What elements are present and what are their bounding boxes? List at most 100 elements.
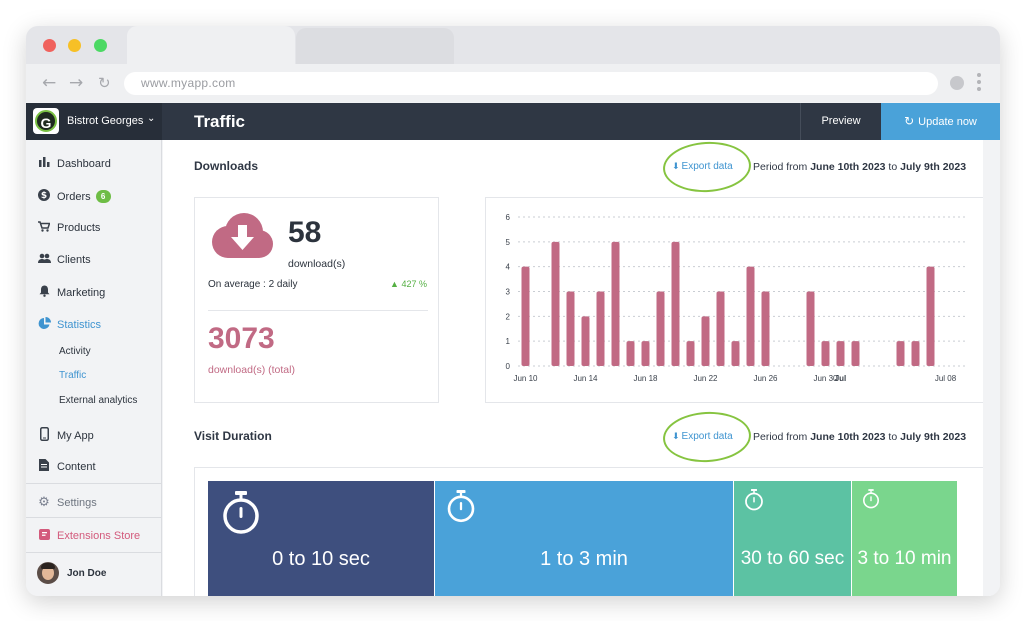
scrollbar-track[interactable] — [983, 140, 1000, 596]
sidebar-item-settings[interactable]: ⚙ Settings — [37, 495, 97, 510]
sidebar-item-products[interactable]: Products — [37, 221, 100, 235]
profile-icon[interactable] — [950, 76, 964, 90]
restaurant-selector[interactable]: G Bistrot Georges ⌄ — [26, 103, 162, 140]
browser-tab-active[interactable] — [127, 26, 295, 64]
chart-bar[interactable] — [911, 341, 920, 366]
gear-icon: ⚙ — [38, 495, 50, 510]
update-now-label: Update now — [918, 116, 977, 128]
duration-label: 1 to 3 min — [540, 548, 628, 570]
back-arrow-icon[interactable]: ← — [42, 73, 57, 93]
minimize-window-button[interactable] — [68, 39, 81, 52]
sidebar-item-extensions-store[interactable]: Extensions Store — [37, 529, 140, 543]
sidebar-item-label: Statistics — [57, 319, 102, 331]
chart-bar[interactable] — [686, 341, 695, 366]
downloads-bar-chart: 0 1 2 3 4 5 6 Jun 10 Jun 14 Jun 18 Jun 22 Jun 26 Jun… — [506, 213, 968, 383]
downloads-export-link[interactable]: ⬇ Export data — [672, 161, 733, 172]
people-icon — [37, 253, 51, 266]
chart-bar[interactable] — [671, 241, 680, 366]
period-end: July 9th 2023 — [900, 161, 967, 173]
chart-bar[interactable] — [761, 291, 770, 367]
sidebar-item-content[interactable]: Content — [37, 459, 96, 474]
cart-icon — [37, 221, 51, 235]
sidebar-item-label: Clients — [57, 253, 91, 266]
avatar[interactable] — [37, 562, 59, 584]
browser-tab-inactive[interactable] — [296, 28, 454, 64]
bar-chart-icon — [37, 157, 51, 170]
forward-arrow-icon[interactable]: → — [69, 73, 84, 93]
brand-name: Bistrot Georges — [67, 115, 144, 127]
chart-bar[interactable] — [926, 266, 935, 366]
chart-y-tick-label: 0 — [506, 362, 511, 371]
chart-bar[interactable] — [821, 341, 830, 366]
chart-bar[interactable] — [836, 341, 845, 366]
chart-x-tick-label: Jul 08 — [935, 374, 957, 383]
sidebar-item-statistics[interactable]: Statistics — [37, 317, 101, 333]
chart-bar[interactable] — [551, 241, 560, 366]
downloads-count: 58 — [288, 216, 322, 249]
card-divider — [208, 310, 428, 311]
chart-bar[interactable] — [656, 291, 665, 367]
period-to: to — [888, 431, 898, 443]
chart-x-tick-label: Jun 26 — [753, 374, 778, 383]
maximize-window-button[interactable] — [94, 39, 107, 52]
stopwatch-icon — [221, 491, 261, 540]
chart-bar[interactable] — [611, 241, 620, 366]
chart-bar[interactable] — [626, 341, 635, 366]
sidebar-item-my-app[interactable]: My App — [37, 427, 94, 444]
download-icon: ⬇ — [672, 161, 680, 172]
chart-bar[interactable] — [566, 291, 575, 367]
chart-bar[interactable] — [596, 291, 605, 367]
browser-window: ← → ↻ www.myapp.com G Bistrot Georges ⌄ … — [26, 26, 1000, 596]
chart-bar[interactable] — [521, 266, 530, 366]
downloads-total-label: download(s) (total) — [208, 364, 295, 376]
visit-duration-period: Period from June 10th 2023 to July 9th 2… — [753, 431, 966, 443]
main-content: Downloads ⬇ Export data Period from June … — [163, 139, 995, 596]
sidebar-item-label: Settings — [57, 496, 97, 509]
chart-bar[interactable] — [581, 316, 590, 366]
chart-bar[interactable] — [896, 341, 905, 366]
chart-bar[interactable] — [701, 316, 710, 366]
sidebar-item-label: My App — [57, 429, 94, 442]
sidebar: Dashboard $ Orders 6 Products Clients Mark… — [26, 140, 162, 596]
duration-block-30-60-sec: 30 to 60 sec — [734, 481, 851, 596]
chart-bar[interactable] — [731, 341, 740, 366]
sidebar-item-marketing[interactable]: Marketing — [37, 285, 105, 300]
period-prefix: Period from — [753, 161, 808, 173]
user-name[interactable]: Jon Doe — [67, 568, 107, 579]
app-header: G Bistrot Georges ⌄ Traffic Preview ↻ Upd… — [26, 103, 1000, 140]
chart-bar[interactable] — [716, 291, 725, 367]
chart-x-tick-label: Jul — [835, 374, 847, 383]
sidebar-subitem-traffic[interactable]: Traffic — [59, 370, 87, 381]
chart-x-tick-label: Jun 18 — [633, 374, 658, 383]
sidebar-item-dashboard[interactable]: Dashboard — [37, 157, 111, 170]
chart-bar[interactable] — [851, 341, 860, 366]
brand-logo-letter: G — [35, 110, 57, 132]
chart-y-tick-label: 5 — [506, 238, 511, 247]
duration-label: 30 to 60 sec — [740, 548, 845, 569]
period-start: June 10th 2023 — [810, 161, 886, 173]
orders-count-badge: 6 — [95, 190, 111, 203]
sidebar-item-clients[interactable]: Clients — [37, 253, 91, 266]
update-now-button[interactable]: ↻ Update now — [881, 103, 1000, 140]
downloads-title: Downloads — [194, 159, 259, 173]
chart-bar[interactable] — [746, 266, 755, 366]
close-window-button[interactable] — [43, 39, 56, 52]
sidebar-subitem-activity[interactable]: Activity — [59, 346, 91, 357]
sidebar-item-label: Products — [57, 222, 101, 234]
sidebar-item-label: Extensions Store — [57, 530, 141, 542]
chart-bar[interactable] — [806, 291, 815, 367]
extension-icon — [37, 529, 51, 543]
browser-menu-icon[interactable] — [977, 73, 981, 94]
sidebar-subitem-external-analytics[interactable]: External analytics — [59, 395, 138, 406]
stopwatch-icon — [446, 490, 476, 528]
growth-value: 427 % — [401, 279, 427, 289]
address-bar[interactable]: www.myapp.com — [124, 72, 938, 95]
visit-duration-export-link[interactable]: ⬇ Export data — [672, 431, 733, 442]
browser-tab-strip — [26, 26, 1000, 64]
preview-button[interactable]: Preview — [800, 103, 881, 140]
chart-x-tick-label: Jun 22 — [693, 374, 718, 383]
chart-bar[interactable] — [641, 341, 650, 366]
brand-logo: G — [33, 108, 59, 134]
sidebar-item-orders[interactable]: $ Orders 6 — [37, 189, 111, 204]
reload-icon[interactable]: ↻ — [98, 74, 111, 92]
